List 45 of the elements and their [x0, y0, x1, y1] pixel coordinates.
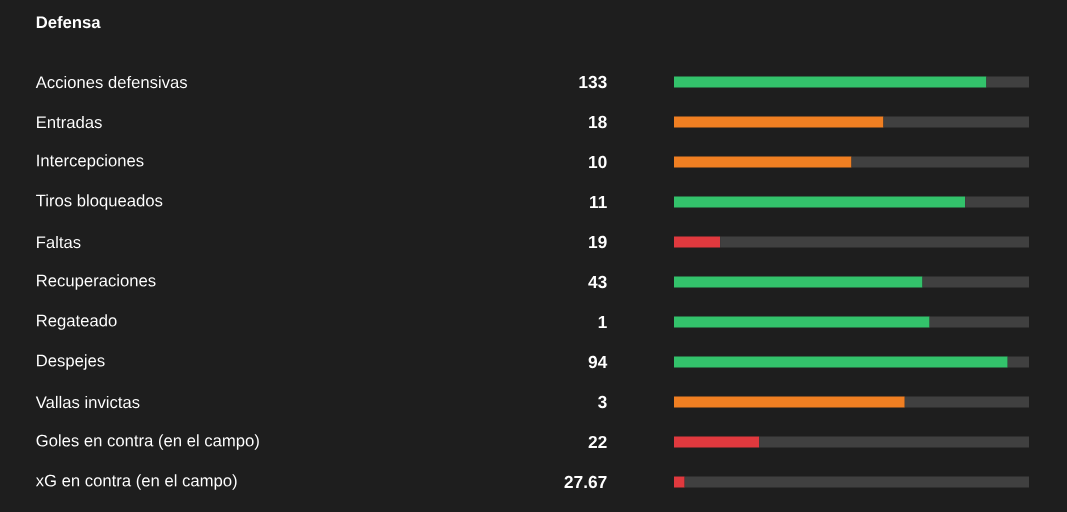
y-tick-label: Acciones defensivas — [35, 75, 188, 89]
y-tick-label: Recuperaciones — [37, 274, 156, 290]
text: 22 — [588, 435, 607, 449]
y-tick-label: Intercepciones — [37, 154, 144, 170]
y-tick-label: Regateado — [37, 314, 117, 330]
bar — [929, 316, 1029, 328]
text: 18 — [589, 115, 607, 129]
y-tick-label: xG en contra (en el campo) — [35, 474, 237, 490]
text: 10 — [589, 155, 607, 169]
text: 1 — [598, 316, 607, 328]
bar — [720, 236, 1029, 248]
bar — [674, 276, 923, 288]
bar — [674, 436, 760, 448]
text: 94 — [588, 355, 608, 369]
bar — [674, 116, 884, 128]
bar — [674, 356, 1008, 368]
bar — [674, 316, 930, 328]
text: 133 — [579, 75, 607, 89]
bar — [1007, 356, 1029, 368]
bar — [674, 396, 905, 408]
bar — [674, 236, 721, 248]
y-tick-label: Goles en contra (en el campo) — [36, 434, 259, 450]
text: Defensa — [36, 15, 101, 29]
bar — [674, 196, 966, 208]
bar — [851, 156, 1029, 168]
y-tick-label: Despejes — [37, 354, 105, 370]
y-tick-label: Faltas — [37, 235, 81, 249]
bar — [674, 476, 685, 488]
bar — [684, 476, 1029, 488]
bar — [965, 196, 1029, 208]
text: 27.67 — [564, 475, 607, 489]
bar — [986, 76, 1029, 88]
bar — [904, 396, 1029, 408]
bar — [922, 276, 1029, 288]
y-tick-label: Vallas invictas — [35, 395, 140, 409]
text: 19 — [589, 235, 607, 249]
bar — [674, 156, 852, 168]
text: 3 — [598, 395, 607, 409]
y-tick-label: Entradas — [37, 115, 102, 129]
text: 11 — [590, 196, 607, 208]
text: 43 — [588, 275, 607, 289]
bar — [759, 436, 1029, 448]
y-tick-label: Tiros bloqueados — [36, 194, 163, 210]
bar — [674, 76, 987, 88]
bar — [883, 116, 1029, 128]
